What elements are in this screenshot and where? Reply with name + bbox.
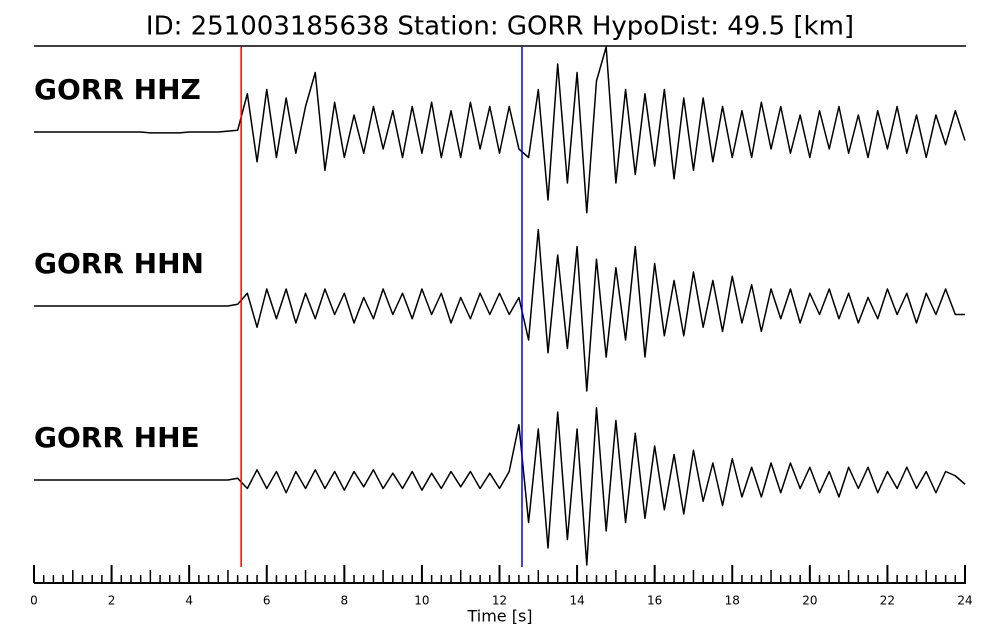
x-tick-label: 6	[263, 594, 271, 608]
x-tick-label: 2	[108, 594, 116, 608]
waveform	[34, 46, 966, 214]
x-tick-label: 24	[957, 594, 972, 608]
x-tick-label: 4	[185, 594, 193, 608]
trace-label: GORR HHE	[34, 421, 200, 454]
x-tick-label: 0	[30, 594, 38, 608]
x-tick-label: 18	[725, 594, 740, 608]
x-tick-label: 14	[569, 594, 584, 608]
x-tick-label: 20	[802, 594, 817, 608]
x-tick-label: 8	[341, 594, 349, 608]
trace-label: GORR HHZ	[34, 73, 201, 106]
x-tick-label: 16	[647, 594, 662, 608]
x-tick-label: 10	[414, 594, 429, 608]
x-tick-label: 12	[492, 594, 507, 608]
waveform	[34, 228, 965, 392]
x-axis-label: Time [s]	[466, 607, 532, 626]
waveform	[34, 407, 966, 566]
trace-label: GORR HHN	[34, 247, 204, 280]
x-tick-label: 22	[880, 594, 895, 608]
chart-title: ID: 251003185638 Station: GORR HypoDist:…	[146, 12, 854, 42]
